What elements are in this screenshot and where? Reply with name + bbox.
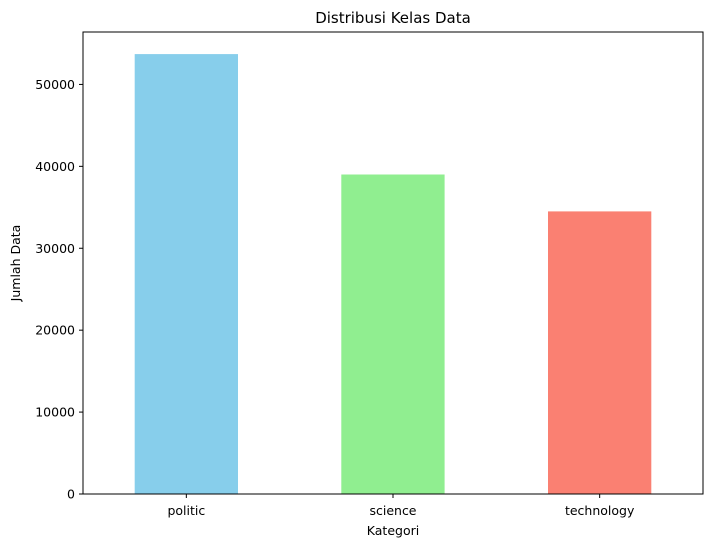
y-tick-label: 40000 xyxy=(35,159,75,174)
y-tick-label: 0 xyxy=(67,487,75,502)
x-axis-label: Kategori xyxy=(367,523,419,538)
x-tick-label: politic xyxy=(167,503,205,518)
bars-group xyxy=(134,54,652,494)
bar-politic xyxy=(134,54,238,494)
x-axis-ticks: politic science technology xyxy=(167,494,635,518)
y-axis-ticks: 0 10000 20000 30000 40000 50000 xyxy=(35,77,83,502)
y-tick-label: 10000 xyxy=(35,405,75,420)
y-axis-label: Jumlah Data xyxy=(8,225,23,303)
x-tick-label: technology xyxy=(565,503,635,518)
y-tick-label: 20000 xyxy=(35,323,75,338)
y-tick-label: 30000 xyxy=(35,241,75,256)
x-tick-label: science xyxy=(369,503,416,518)
chart-title: Distribusi Kelas Data xyxy=(315,9,471,27)
bar-science xyxy=(341,174,445,494)
bar-technology xyxy=(548,211,652,494)
y-tick-label: 50000 xyxy=(35,77,75,92)
